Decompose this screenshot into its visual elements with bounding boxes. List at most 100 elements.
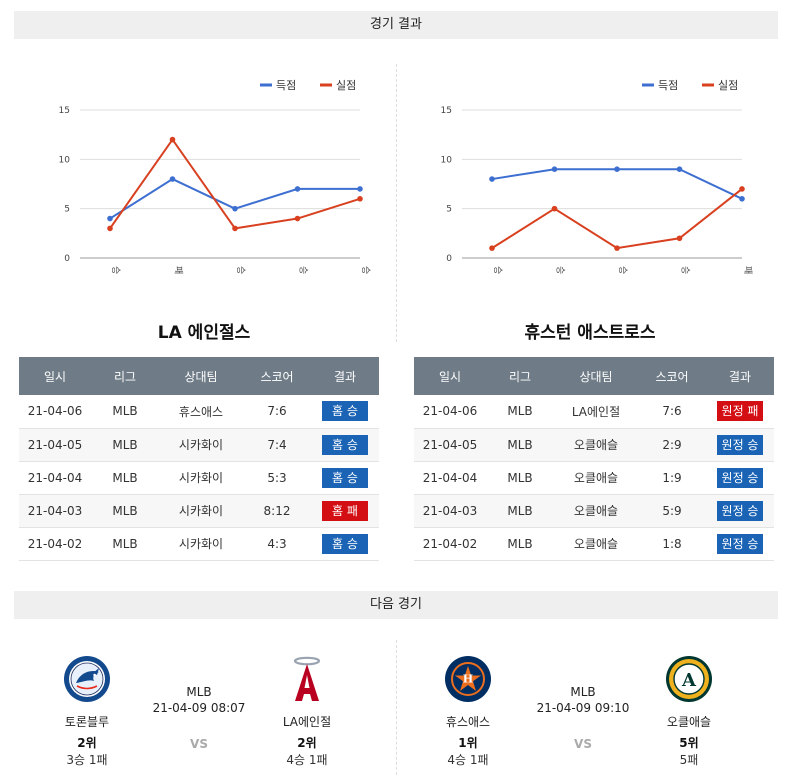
opponent-cell: 오클애슬 [554, 461, 638, 495]
date-cell: 21-04-02 [19, 527, 91, 561]
data-point [489, 176, 495, 182]
series-line-allowed [491, 188, 743, 250]
score-cell: 7:6 [243, 395, 311, 429]
blue-jays-logo-icon [63, 655, 111, 703]
result-badge: 원정 승 [716, 467, 764, 488]
next-game-1-away[interactable]: LA에인절 2위 4승 1패 [262, 655, 352, 768]
data-point [169, 136, 176, 143]
header-score: 스코어 [243, 357, 311, 395]
team-name: 오클애슬 [666, 715, 712, 729]
date-cell: 21-04-06 [414, 395, 486, 429]
date-cell: 21-04-03 [19, 494, 91, 528]
table-row: 21-04-02 MLB 시카화이 4:3 홈 승 [19, 527, 379, 561]
score-cell: 5:3 [243, 461, 311, 495]
date-cell: 21-04-04 [19, 461, 91, 495]
x-tick-label: 승 [235, 266, 246, 274]
result-cell: 홈 승 [311, 395, 379, 429]
data-point [676, 235, 683, 242]
team-name: 휴스애스 [445, 715, 491, 729]
opponent-cell: 오클애슬 [554, 527, 638, 561]
date-cell: 21-04-06 [19, 395, 91, 429]
date-cell: 21-04-02 [414, 527, 486, 561]
column-divider [396, 64, 397, 342]
recent-games-table-astros: 일시 리그 상대팀 스코어 결과 21-04-06 MLB LA에인절 7:6 원정 패… [414, 357, 774, 561]
data-point [169, 176, 176, 182]
league-cell: MLB [486, 494, 554, 528]
date-cell: 21-04-03 [414, 494, 486, 528]
vs-label: VS [190, 737, 208, 751]
result-badge: 원정 승 [716, 434, 764, 455]
data-point [232, 205, 238, 212]
svg-text:A: A [681, 670, 697, 691]
y-tick-label: 15 [441, 106, 452, 116]
data-point [357, 196, 363, 202]
result-cell: 원정 승 [706, 461, 774, 495]
next-game-2-home[interactable]: H 휴스애스 1위 4승 1패 [423, 655, 513, 768]
header-league: 리그 [486, 357, 554, 395]
league-cell: MLB [486, 527, 554, 561]
data-point [739, 196, 745, 202]
score-cell: 2:9 [638, 428, 706, 462]
result-cell: 홈 승 [311, 527, 379, 561]
result-cell: 홈 패 [311, 494, 379, 528]
score-cell: 7:4 [243, 428, 311, 462]
series-line-allowed [109, 137, 361, 230]
header-score: 스코어 [638, 357, 706, 395]
team-rank: 5위 [679, 736, 699, 750]
data-point [107, 215, 113, 222]
team-record: 4승 1패 [286, 753, 328, 767]
x-tick-label: 승 [360, 266, 371, 274]
result-cell: 홈 승 [311, 461, 379, 495]
x-tick-label: 승 [492, 266, 503, 274]
result-cell: 홈 승 [311, 428, 379, 462]
league-cell: MLB [486, 461, 554, 495]
league-cell: MLB [91, 395, 159, 429]
x-tick-label: 패 [173, 266, 184, 274]
game-datetime: 21-04-09 09:10 [536, 701, 630, 715]
result-cell: 원정 승 [706, 428, 774, 462]
data-point [676, 166, 683, 172]
astros-logo-icon: H [444, 655, 492, 703]
league-cell: MLB [91, 527, 159, 561]
data-point [294, 186, 301, 192]
table-row: 21-04-03 MLB 오클애슬 5:9 원정 승 [414, 494, 774, 528]
team-name: LA에인절 [282, 715, 332, 729]
header-opponent: 상대팀 [554, 357, 638, 395]
date-cell: 21-04-05 [19, 428, 91, 462]
result-badge: 홈 패 [322, 500, 368, 521]
table-header-row: 일시 리그 상대팀 스코어 결과 [19, 357, 379, 395]
series-line-scored [109, 177, 360, 220]
team-title-angels: LA 에인절스 [157, 323, 251, 343]
data-point [551, 205, 558, 212]
athletics-logo-icon: A [665, 655, 713, 703]
chart-astros: 득점 실점 0 5 10 15 승 승 승 승 패 [412, 62, 772, 282]
team-record: 4승 1패 [447, 753, 489, 767]
header-opponent: 상대팀 [159, 357, 243, 395]
team-rank: 1위 [458, 736, 478, 750]
team-record: 3승 1패 [66, 753, 108, 767]
league-cell: MLB [91, 461, 159, 495]
angels-logo-icon [283, 655, 331, 703]
result-badge: 원정 패 [716, 401, 764, 422]
next-games-divider [396, 640, 397, 775]
result-cell: 원정 승 [706, 494, 774, 528]
next-game-2-away[interactable]: A 오클애슬 5위 5패 [644, 655, 734, 768]
next-game-2: H 휴스애스 1위 4승 1패 MLB 21-04-09 09:10 VS A … [398, 655, 768, 775]
y-tick-label: 10 [59, 155, 71, 165]
next-game-2-info: MLB 21-04-09 09:10 VS [523, 685, 643, 751]
y-tick-label: 5 [64, 205, 70, 215]
opponent-cell: 시카화이 [159, 527, 243, 561]
league-cell: MLB [91, 494, 159, 528]
data-point [551, 166, 558, 172]
header-result: 결과 [311, 357, 379, 395]
recent-games-table-angels: 일시 리그 상대팀 스코어 결과 21-04-06 MLB 휴스애스 7:6 홈 승 21… [19, 357, 379, 561]
line-chart-angels: 득점 실점 0 5 10 15 승 패 승 승 승 [59, 79, 371, 274]
table-row: 21-04-06 MLB LA에인절 7:6 원정 패 [414, 395, 774, 429]
next-game-1-home[interactable]: 토론블루 2위 3승 1패 [42, 655, 132, 768]
series-line-scored [491, 168, 743, 200]
team-rank: 2위 [77, 736, 97, 750]
data-point [357, 186, 363, 192]
header-result: 결과 [706, 357, 774, 395]
x-tick-label: 승 [617, 266, 628, 274]
result-badge: 홈 승 [322, 434, 368, 455]
